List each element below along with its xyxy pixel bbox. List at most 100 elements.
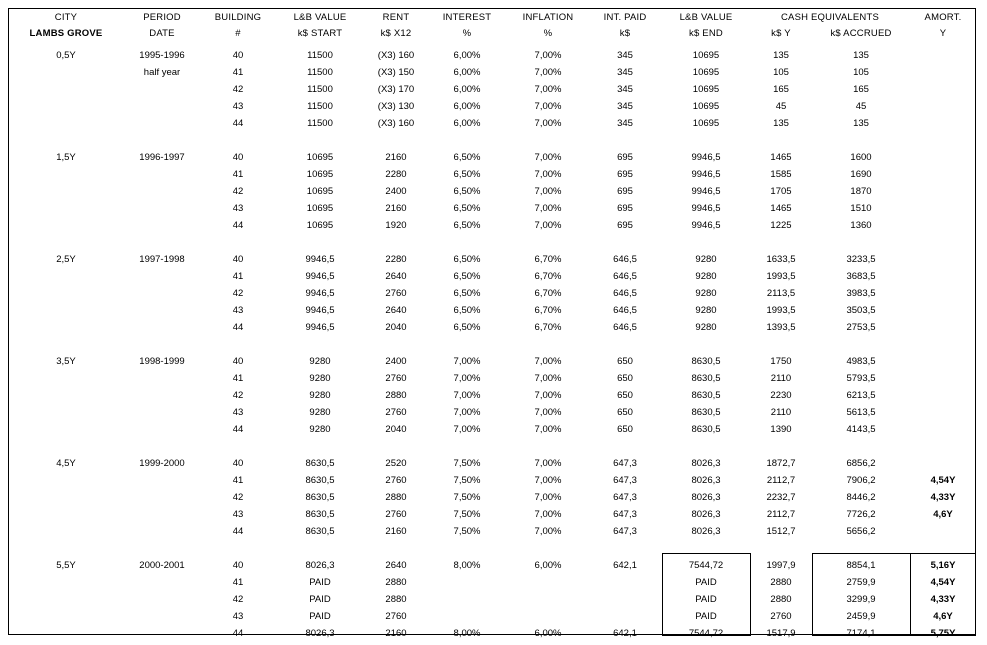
table-cell: 3299,9 (846, 594, 876, 605)
table-cell: 2753,5 (846, 322, 876, 333)
table-cell: 8026,3 (691, 475, 721, 486)
subheader-cell: k$ X12 (380, 28, 412, 39)
table-cell: 3683,5 (846, 271, 876, 282)
table-cell: 165 (773, 84, 789, 95)
table-cell: 11500 (307, 84, 333, 95)
table-cell: 10695 (306, 152, 334, 163)
table-cell: 10695 (692, 118, 720, 129)
table-cell: 2760 (385, 407, 407, 418)
table-cell: 42 (232, 492, 244, 503)
table-cell: 10695 (306, 169, 334, 180)
period-note: half year (143, 67, 181, 78)
table-cell: 8,00% (453, 628, 481, 639)
table-cell: 7,00% (534, 475, 562, 486)
table-cell: 646,5 (613, 271, 637, 282)
table-cell: 8630,5 (691, 356, 721, 367)
subheader-cell: LAMBS GROVE (29, 28, 103, 39)
table-cell: PAID (309, 611, 331, 622)
table-cell: 650 (617, 390, 633, 401)
table-cell: 8630,5 (691, 373, 721, 384)
table-cell: 7,00% (534, 407, 562, 418)
table-cell: 2160 (385, 152, 407, 163)
table-cell: 9280 (309, 407, 331, 418)
table-cell: 695 (617, 152, 633, 163)
table-cell: 135 (853, 50, 869, 61)
table-cell: 10695 (692, 67, 720, 78)
table-cell: 345 (617, 67, 633, 78)
header-cell: BUILDING (214, 12, 262, 23)
table-cell: 44 (232, 322, 244, 333)
city-cell: 0,5Y (56, 50, 76, 61)
table-cell: 6,00% (453, 67, 481, 78)
table-cell: 45 (775, 101, 787, 112)
table-cell: 2112,7 (766, 475, 796, 486)
table-cell: 7,00% (453, 373, 481, 384)
table-cell: 43 (232, 305, 244, 316)
table-cell: 650 (617, 356, 633, 367)
city-cell: 1,5Y (56, 152, 76, 163)
table-cell: 646,5 (613, 305, 637, 316)
table-cell: 646,5 (613, 254, 637, 265)
table-cell: 1600 (850, 152, 872, 163)
table-cell: 8630,5 (691, 390, 721, 401)
table-cell: 6,50% (453, 254, 481, 265)
table-cell: 7906,2 (846, 475, 876, 486)
table-cell: 41 (232, 475, 244, 486)
table-cell: (X3) 130 (377, 101, 415, 112)
table-cell: PAID (309, 594, 331, 605)
table-cell: 40 (232, 356, 244, 367)
table-cell: 9946,5 (691, 220, 721, 231)
table-cell: 1993,5 (766, 271, 796, 282)
table-cell: 4983,5 (846, 356, 876, 367)
table-cell: 6856,2 (846, 458, 876, 469)
table-cell: 42 (232, 288, 244, 299)
table-cell: 2280 (385, 169, 407, 180)
table-cell: 2760 (385, 509, 407, 520)
table-cell: 8630,5 (691, 424, 721, 435)
header-cell: PERIOD (143, 12, 181, 23)
table-cell: 9946,5 (691, 152, 721, 163)
table-cell: 7174,1 (846, 628, 876, 639)
table-cell: 1997,9 (766, 560, 796, 571)
table-cell: 1510 (850, 203, 872, 214)
table-cell: 41 (232, 271, 244, 282)
table-cell: 5793,5 (846, 373, 876, 384)
table-cell: 7,50% (453, 492, 481, 503)
table-cell: 2400 (385, 356, 407, 367)
table-cell: 41 (232, 373, 244, 384)
table-cell: 135 (853, 118, 869, 129)
table-cell: 1690 (850, 169, 872, 180)
table-cell: 2880 (385, 594, 407, 605)
table-cell: 4,54Y (930, 577, 956, 588)
period-cell: 1996-1997 (139, 152, 185, 163)
table-cell: 43 (232, 203, 244, 214)
table-cell: 7,00% (534, 373, 562, 384)
table-cell: (X3) 170 (377, 84, 415, 95)
table-cell: 6,50% (453, 271, 481, 282)
table-cell: 42 (232, 186, 244, 197)
table-cell: 2759,9 (846, 577, 876, 588)
table-cell: 7,00% (534, 526, 562, 537)
header-cell: L&B VALUE (293, 12, 347, 23)
table-cell: 2760 (385, 373, 407, 384)
table-cell: 7544,72 (688, 628, 724, 639)
table-cell: 1750 (770, 356, 792, 367)
table-cell: PAID (695, 594, 717, 605)
table-cell: 7,00% (534, 356, 562, 367)
table-cell: 1512,7 (766, 526, 796, 537)
table-cell: 647,3 (613, 475, 637, 486)
table-cell: 9946,5 (691, 169, 721, 180)
table-cell: 9280 (695, 288, 717, 299)
table-cell: 1390 (770, 424, 792, 435)
table-cell: 8026,3 (305, 560, 335, 571)
table-cell: 7,00% (534, 84, 562, 95)
table-cell: 2459,9 (846, 611, 876, 622)
highlight-box (910, 553, 976, 636)
subheader-cell: # (235, 28, 241, 39)
table-cell: 3503,5 (846, 305, 876, 316)
table-cell: 1920 (385, 220, 407, 231)
subheader-cell: k$ END (689, 28, 723, 39)
table-cell: 1705 (770, 186, 792, 197)
table-cell: 9946,5 (691, 203, 721, 214)
table-cell: 7,00% (534, 67, 562, 78)
